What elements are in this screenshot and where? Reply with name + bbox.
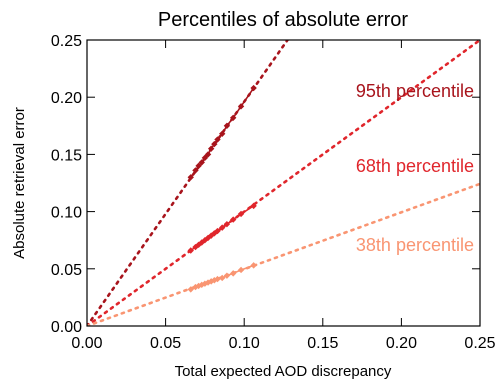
data-point-68th [195,241,202,248]
x-tick-label: 0.10 [229,335,260,352]
x-tick-label: 0.05 [150,335,181,352]
y-tick-label: 0.10 [51,205,82,222]
data-point-95th [204,151,212,158]
data-point-38th [237,266,245,274]
x-axis-title: Total expected AOD discrepancy [175,363,392,380]
fit-line-38th [87,182,480,326]
data-point-38th [223,272,231,279]
y-tick-label: 0.05 [51,262,82,279]
x-tick-label: 0.20 [386,335,417,352]
y-tick-label: 0.00 [51,319,82,336]
data-point-68th [211,230,218,237]
data-point-95th [214,136,221,143]
data-point-95th [187,174,194,181]
data-point-38th [250,262,257,269]
data-point-68th [187,247,194,254]
data-point-95th [218,130,226,138]
data-point-95th [223,122,231,129]
series-label-95th: 95th percentile [356,81,474,101]
data-point-68th [218,224,226,231]
y-tick-label: 0.15 [51,147,82,164]
x-tick-label: 0.00 [71,335,102,352]
data-point-68th [237,210,245,218]
data-point-38th [229,270,237,277]
plot-frame [86,39,481,327]
series-label-68th: 68th percentile [356,156,474,176]
y-axis-title: Absolute retrieval error [11,107,28,259]
data-point-95th [250,84,257,92]
data-point-95th [207,145,215,152]
data-point-68th [250,202,257,210]
data-point-68th [214,227,221,235]
data-point-68th [229,216,237,223]
data-point-38th [187,286,194,293]
data-point-95th [198,159,205,166]
y-tick-label: 0.20 [51,90,82,107]
x-tick-label: 0.25 [464,335,495,352]
fit-line-95th [87,40,290,326]
data-point-38th [214,275,221,283]
chart-title: Percentiles of absolute error [158,9,408,31]
data-point-95th [211,140,218,148]
x-tick-label: 0.15 [307,335,338,352]
data-point-95th [237,103,245,110]
series-label-38th: 38th percentile [356,235,474,255]
y-tick-label: 0.25 [51,33,82,50]
fit-line-68th [87,40,480,326]
data-point-95th [195,162,202,170]
data-point-38th [218,274,226,282]
data-point-95th [229,114,237,121]
data-point-95th [201,154,209,162]
data-point-68th [223,220,231,228]
data-point-95th [192,167,199,174]
